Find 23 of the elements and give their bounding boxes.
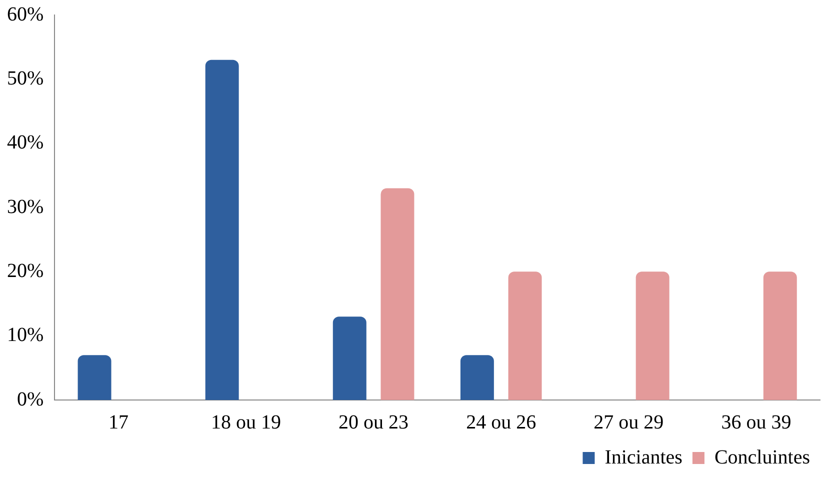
x-tick-label: 18 ou 19 (210, 411, 281, 434)
bar (205, 60, 239, 400)
x-tick-label: 27 ou 29 (594, 411, 664, 434)
y-tick-label: 50% (6, 67, 44, 90)
bar (78, 355, 112, 400)
legend-label: Iniciantes (604, 446, 683, 468)
y-tick-label: 20% (6, 260, 44, 282)
bar (636, 272, 670, 400)
x-tick-label: 20 ou 23 (338, 411, 409, 434)
x-tick-label: 24 ou 26 (466, 411, 536, 434)
bar (332, 316, 366, 400)
bar (763, 272, 797, 400)
bar (460, 355, 494, 400)
y-tick-label: 30% (6, 196, 44, 218)
y-tick-label: 10% (6, 324, 44, 346)
x-tick-label: 36 ou 39 (721, 411, 792, 434)
bar (380, 188, 414, 400)
bar (508, 272, 542, 400)
y-tick-label: 60% (6, 3, 44, 26)
legend-label: Concluintes (714, 446, 810, 468)
y-tick-label: 40% (6, 132, 44, 154)
y-tick-label: 0% (16, 388, 44, 410)
x-tick-label: 17 (108, 411, 128, 434)
